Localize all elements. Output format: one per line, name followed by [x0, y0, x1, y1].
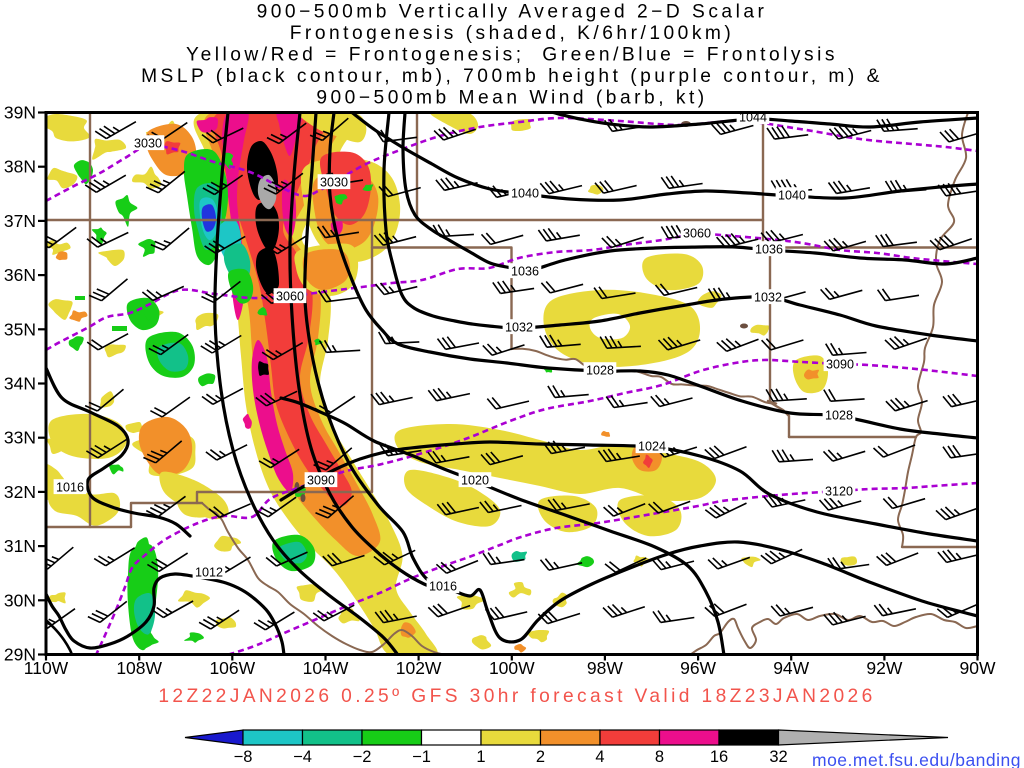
- svg-text:2: 2: [536, 748, 545, 766]
- svg-text:1028: 1028: [586, 363, 614, 377]
- svg-text:1020: 1020: [461, 473, 489, 487]
- svg-text:35N: 35N: [4, 319, 36, 339]
- svg-text:4: 4: [595, 748, 604, 766]
- svg-text:102W: 102W: [396, 658, 442, 678]
- svg-text:900−500mb Vertically Averaged: 900−500mb Vertically Averaged 2−D Scalar: [257, 2, 768, 23]
- svg-text:96W: 96W: [680, 658, 716, 678]
- svg-text:1012: 1012: [195, 565, 223, 579]
- svg-text:1040: 1040: [511, 186, 539, 200]
- svg-text:98W: 98W: [587, 658, 623, 678]
- svg-text:36N: 36N: [4, 265, 36, 285]
- svg-text:1032: 1032: [754, 290, 782, 304]
- svg-text:90W: 90W: [960, 658, 996, 678]
- svg-text:3090: 3090: [826, 357, 854, 371]
- svg-text:1016: 1016: [429, 579, 457, 593]
- svg-text:moe.met.fsu.edu/banding: moe.met.fsu.edu/banding: [812, 750, 1021, 768]
- svg-text:3060: 3060: [276, 289, 304, 303]
- svg-text:8: 8: [655, 748, 664, 766]
- svg-text:33N: 33N: [4, 428, 36, 448]
- svg-text:1: 1: [476, 748, 485, 766]
- svg-text:1028: 1028: [825, 408, 853, 422]
- svg-text:MSLP (black contour, mb), 700m: MSLP (black contour, mb), 700mb height (…: [141, 66, 883, 87]
- svg-text:106W: 106W: [209, 658, 255, 678]
- svg-text:100W: 100W: [489, 658, 535, 678]
- svg-text:12Z22JAN2026 0.25º GFS 30hr fo: 12Z22JAN2026 0.25º GFS 30hr forecast Val…: [158, 686, 875, 707]
- svg-text:37N: 37N: [4, 211, 36, 231]
- svg-text:Frontogenesis (shaded, K/6hr/1: Frontogenesis (shaded, K/6hr/100km): [290, 23, 735, 44]
- svg-text:Yellow/Red = Frontogenesis; G: Yellow/Red = Frontogenesis; Green/Blue =…: [186, 45, 838, 66]
- svg-text:39N: 39N: [4, 103, 36, 123]
- svg-text:108W: 108W: [116, 658, 162, 678]
- svg-text:3060: 3060: [683, 226, 711, 240]
- svg-text:1024: 1024: [638, 439, 666, 453]
- svg-text:−4: −4: [293, 748, 312, 766]
- svg-text:34N: 34N: [4, 374, 36, 394]
- svg-text:92W: 92W: [866, 658, 902, 678]
- svg-text:−1: −1: [412, 748, 431, 766]
- svg-text:104W: 104W: [303, 658, 349, 678]
- svg-text:38N: 38N: [4, 157, 36, 177]
- svg-text:3030: 3030: [320, 175, 348, 189]
- svg-text:3030: 3030: [134, 136, 162, 150]
- svg-text:1040: 1040: [778, 188, 806, 202]
- svg-text:29N: 29N: [4, 645, 36, 665]
- svg-text:1036: 1036: [511, 264, 539, 278]
- svg-text:32: 32: [769, 748, 787, 766]
- svg-text:16: 16: [710, 748, 728, 766]
- svg-text:94W: 94W: [773, 658, 809, 678]
- svg-text:−2: −2: [353, 748, 372, 766]
- svg-text:1036: 1036: [755, 242, 783, 256]
- svg-text:31N: 31N: [4, 536, 36, 556]
- svg-text:1016: 1016: [56, 480, 84, 494]
- svg-text:900−500mb Mean Wind (barb, kt): 900−500mb Mean Wind (barb, kt): [316, 88, 707, 109]
- svg-text:3120: 3120: [825, 484, 853, 498]
- svg-text:32N: 32N: [4, 482, 36, 502]
- svg-text:110W: 110W: [24, 658, 69, 678]
- svg-text:1032: 1032: [505, 320, 533, 334]
- svg-text:3090: 3090: [307, 473, 335, 487]
- svg-text:−8: −8: [234, 748, 253, 766]
- svg-text:30N: 30N: [4, 590, 36, 610]
